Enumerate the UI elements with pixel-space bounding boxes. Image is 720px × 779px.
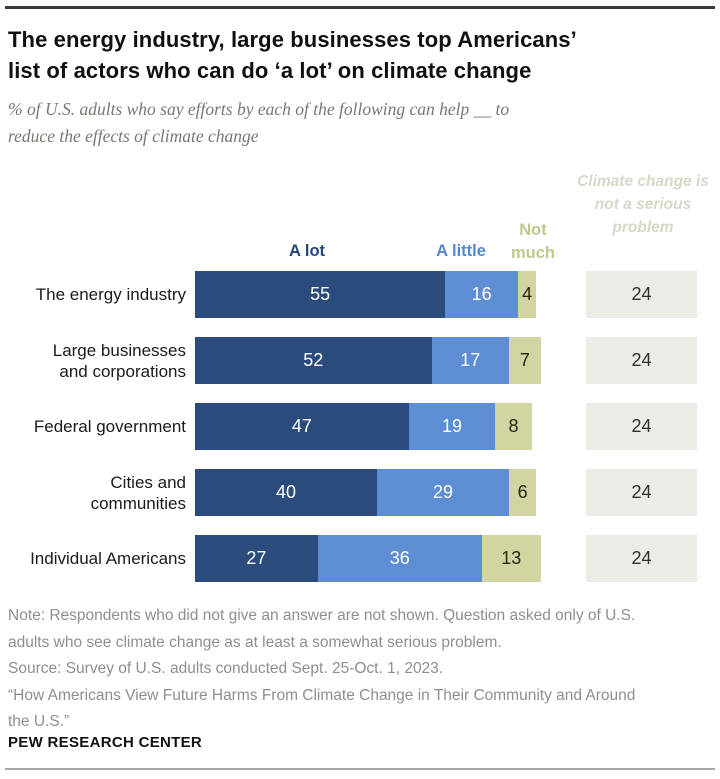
value-label: 24 [631,548,652,568]
chart-row: Federal government 47 19 8 24 [0,403,720,450]
bar-segment-a-little: 16 [445,271,519,318]
title-line-2: list of actors who can do ‘a lot’ on cli… [8,58,532,83]
value-label: 6 [517,482,528,502]
bar-segment-a-little: 17 [431,337,509,384]
footnote-line: “How Americans View Future Harms From Cl… [8,686,636,704]
legend-not-serious: Climate change is not a serious problem [577,173,709,236]
category-label: Cities and communities [90,472,186,513]
bar-segment-not-much: 8 [495,403,532,450]
footnote-line: Source: Survey of U.S. adults conducted … [8,660,444,677]
category-label: Federal government [33,417,186,436]
value-label: 55 [310,284,331,304]
value-label: 24 [631,350,652,370]
legend-a-little: A little [436,242,486,260]
bar-segment-a-lot: 27 [195,535,318,582]
value-label: 16 [471,284,492,304]
not-serious-box: 24 [586,403,697,450]
bar-segment-a-little: 19 [408,403,496,450]
value-label: 40 [275,482,297,502]
not-serious-box: 24 [586,271,697,318]
bar-segment-not-much: 13 [481,535,541,582]
subtitle-line-1: % of U.S. adults who say efforts by each… [8,99,510,119]
value-label: 27 [246,548,267,568]
category-label: The energy industry [35,285,186,304]
footnote-line: Note: Respondents who did not give an an… [8,607,636,624]
footnote-line: the U.S.” [8,713,70,730]
bar-segment-a-lot: 47 [195,403,409,450]
value-label: 24 [631,416,652,436]
bottom-divider [5,768,715,770]
value-label: 17 [460,350,481,370]
footnote-line: adults who see climate change as at leas… [8,633,502,651]
footnotes: Note: Respondents who did not give an an… [8,603,713,736]
legend-not-much: Not much [510,221,555,262]
page-subtitle: % of U.S. adults who say efforts by each… [8,96,688,150]
category-label: Large businesses and corporations [52,340,186,381]
top-divider [5,6,715,9]
bar-segment-a-lot: 40 [195,469,377,516]
chart-row: Cities and communities 40 29 6 24 [0,469,720,516]
bar-segment-a-lot: 55 [195,271,446,318]
legend-a-lot: A lot [288,242,326,260]
bar-segment-not-much: 4 [518,271,537,318]
value-label: 4 [522,284,533,304]
subtitle-line-2: reduce the effects of climate change [8,126,259,146]
bar-segment-a-little: 29 [377,469,509,516]
page-title: The energy industry, large businesses to… [8,24,708,86]
bar-segment-a-little: 36 [317,535,482,582]
title-line-1: The energy industry, large businesses to… [8,27,577,52]
value-label: 52 [303,350,324,370]
chart-row: The energy industry 55 16 4 24 [0,271,720,318]
value-label: 24 [631,482,652,502]
category-label: Individual Americans [30,549,186,568]
not-serious-box: 24 [586,535,697,582]
value-label: 47 [291,416,312,436]
bar-segment-a-lot: 52 [195,337,432,384]
attribution: PEW RESEARCH CENTER [8,734,203,751]
not-serious-box: 24 [586,469,697,516]
chart-row: Individual Americans 27 36 13 24 [0,535,720,582]
value-label: 36 [389,548,410,568]
chart-row: Large businesses and corporations 52 17 7 24 [0,337,720,384]
bar-segment-not-much: 6 [508,469,537,516]
value-label: 19 [442,416,463,436]
not-serious-box: 24 [586,337,697,384]
value-label: 7 [519,350,530,370]
bar-segment-not-much: 7 [508,337,541,384]
value-label: 8 [508,416,519,436]
value-label: 29 [432,482,453,502]
value-label: 24 [631,284,652,304]
value-label: 13 [501,548,522,568]
